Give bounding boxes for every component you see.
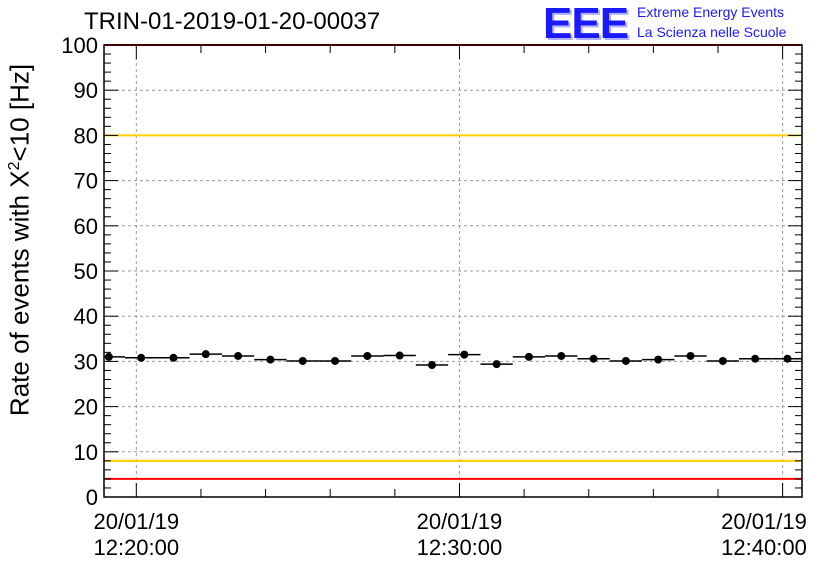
- data-point: [621, 356, 630, 365]
- y-tick-label: 100: [61, 33, 98, 58]
- data-point: [137, 353, 146, 362]
- y-tick-label: 30: [74, 349, 98, 374]
- eee-logo: EEE: [543, 0, 629, 48]
- data-point: [266, 355, 275, 364]
- data-point: [751, 354, 760, 363]
- logo-line1: Extreme Energy Events: [637, 4, 785, 20]
- data-point: [686, 351, 695, 360]
- data-point: [331, 356, 340, 365]
- logo-line2: La Scienza nelle Scuole: [637, 24, 787, 40]
- data-point: [363, 351, 372, 360]
- y-axis-label-sup: 2: [5, 161, 23, 171]
- x-tick-label: 20/01/19 12:20:00: [66, 509, 206, 561]
- data-point: [104, 352, 113, 361]
- x-tick-time: 12:30:00: [416, 535, 503, 560]
- data-point: [234, 351, 243, 360]
- data-point: [460, 350, 469, 359]
- data-point: [169, 353, 178, 362]
- y-axis-label-main: Rate of events with Χ: [4, 170, 35, 417]
- data-point: [557, 351, 566, 360]
- y-tick-label: 50: [74, 259, 98, 284]
- x-tick-date: 20/01/19: [721, 509, 807, 534]
- data-point: [589, 354, 598, 363]
- x-tick-date: 20/01/19: [93, 509, 180, 534]
- y-tick-label: 0: [86, 485, 98, 510]
- y-tick-label: 20: [74, 395, 98, 420]
- x-tick-date: 20/01/19: [416, 509, 503, 534]
- data-point: [395, 351, 404, 360]
- y-tick-label: 80: [74, 123, 98, 148]
- y-axis-label: Rate of events with Χ2<10 [Hz]: [5, 64, 36, 416]
- y-tick-label: 70: [74, 169, 98, 194]
- data-point: [718, 356, 727, 365]
- y-tick-label: 60: [74, 214, 98, 239]
- y-axis-label-rest: <10 [Hz]: [4, 63, 35, 162]
- data-point: [201, 350, 210, 359]
- y-tick-label: 40: [74, 304, 98, 329]
- x-tick-label: 20/01/19 12:40:00: [694, 509, 834, 561]
- x-tick-label: 20/01/19 12:30:00: [389, 509, 529, 561]
- y-axis-label-wrap: Rate of events with Χ2<10 [Hz]: [0, 0, 40, 572]
- data-point: [524, 352, 533, 361]
- chart-title: TRIN-01-2019-01-20-00037: [84, 8, 381, 35]
- x-tick-time: 12:40:00: [721, 535, 807, 560]
- y-tick-label: 90: [74, 78, 98, 103]
- data-point: [492, 360, 501, 369]
- x-tick-time: 12:20:00: [93, 535, 180, 560]
- data-point: [654, 355, 663, 364]
- data-point: [783, 354, 792, 363]
- data-point: [427, 361, 436, 370]
- y-tick-label: 10: [74, 440, 98, 465]
- data-point: [298, 356, 307, 365]
